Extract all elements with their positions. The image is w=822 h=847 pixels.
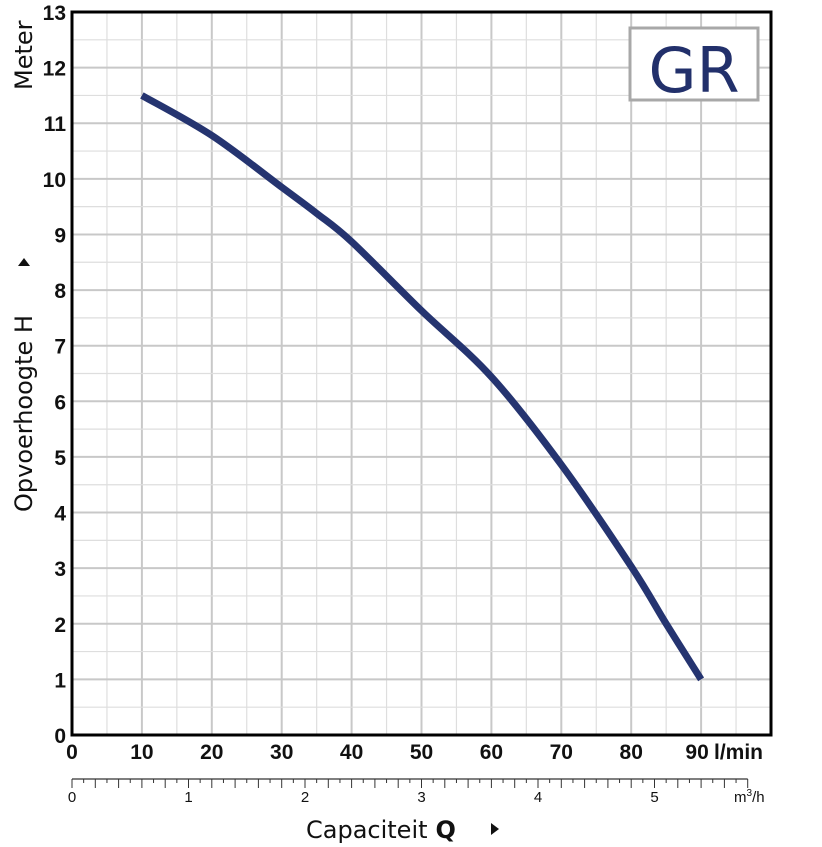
y-tick-label: 2	[54, 614, 66, 637]
x-tick-label: 50	[410, 741, 433, 764]
y-tick-label: 1	[54, 669, 66, 692]
x-tick-label: 20	[200, 741, 223, 764]
y-tick-label: 12	[43, 58, 66, 81]
badge-box	[628, 26, 760, 102]
x-tick-label: 30	[270, 741, 293, 764]
y-tick-label: 4	[54, 503, 66, 526]
x-axis-title-text: Capaciteit	[306, 816, 428, 844]
y-axis-arrow-icon	[18, 258, 30, 266]
series-line-gr	[140, 92, 705, 682]
x-tick-label: 80	[620, 741, 643, 764]
secondary-tick-label: 0	[68, 789, 76, 806]
secondary-tick-label: 4	[534, 789, 542, 806]
x-tick-label: 70	[550, 741, 573, 764]
badge-label: GR	[648, 34, 739, 107]
secondary-tick-label: 3	[417, 789, 425, 806]
y-tick-label: 13	[43, 2, 66, 25]
y-tick-label: 11	[44, 113, 67, 136]
x-tick-label: 0	[66, 741, 78, 764]
y-tick-label: 9	[54, 224, 66, 247]
secondary-tick-label: 2	[301, 789, 309, 806]
y-axis-title: Opvoerhoogte H	[10, 258, 38, 512]
x-tick-labels: 0 10 20 30 40 50 60 70 80 90	[66, 741, 709, 764]
secondary-tick-label: 5	[650, 789, 658, 806]
curve-layer	[140, 92, 705, 682]
secondary-tick-label: 1	[184, 789, 192, 806]
y-tick-label: 10	[43, 169, 66, 192]
x-tick-label: 90	[685, 741, 708, 764]
x-tick-label: 10	[130, 741, 153, 764]
y-tick-label: 0	[54, 725, 66, 748]
badge: GR	[628, 26, 760, 107]
x-axis-symbol: Q	[436, 816, 456, 844]
x-axis-arrow-icon	[491, 823, 499, 835]
y-tick-label: 6	[54, 391, 66, 414]
x-tick-label: 40	[340, 741, 363, 764]
secondary-axis: 0 1 2 3 4 5	[68, 778, 749, 806]
x-unit-label: l/min	[714, 741, 763, 764]
y-unit-label: Meter	[10, 20, 38, 90]
plot-border	[70, 10, 773, 737]
grid	[72, 12, 771, 735]
y-tick-label: 7	[54, 336, 66, 359]
x-axis-title: Capaciteit Q	[306, 816, 499, 844]
y-axis-title-text: Opvoerhoogte H	[10, 315, 38, 512]
y-tick-label: 3	[54, 558, 66, 581]
y-tick-label: 8	[54, 280, 66, 303]
secondary-axis-unit: m3/h	[734, 788, 765, 806]
x-tick-label: 60	[480, 741, 503, 764]
y-tick-label: 5	[54, 447, 66, 470]
